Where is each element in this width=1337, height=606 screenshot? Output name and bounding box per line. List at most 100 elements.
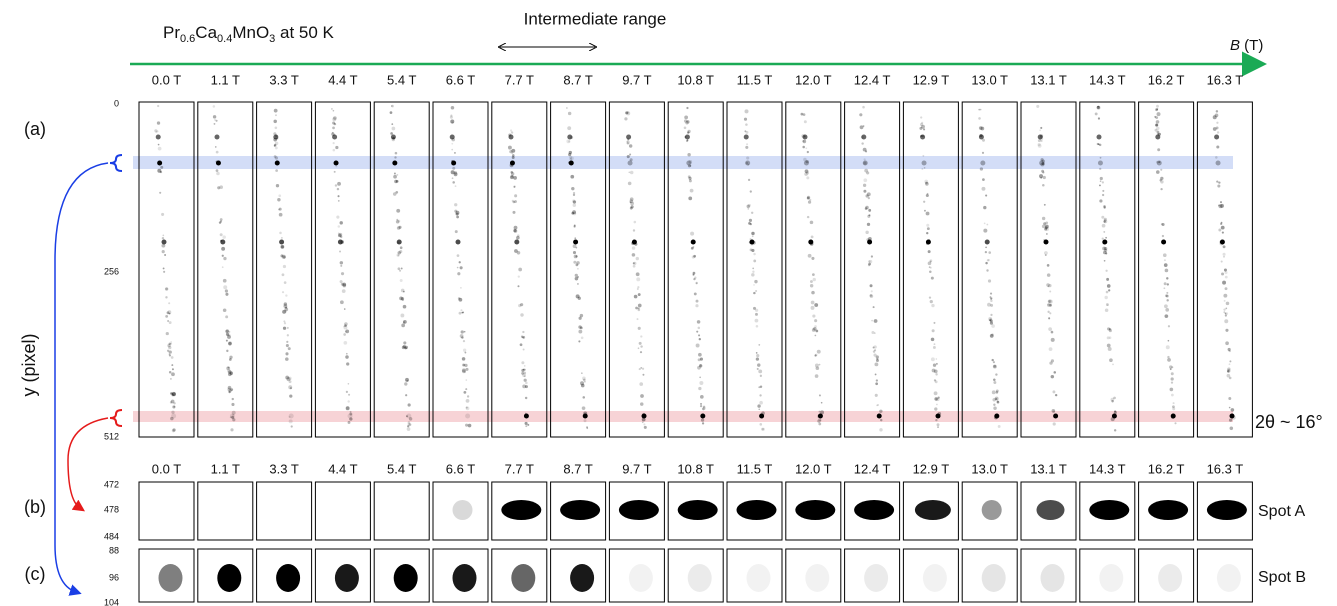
diffraction-dot: [1051, 409, 1056, 413]
diffraction-dot: [458, 297, 463, 302]
diffraction-dot: [1050, 374, 1055, 379]
diffraction-dot: [226, 349, 229, 353]
spot-b: [452, 564, 477, 592]
diffraction-dot: [399, 279, 403, 282]
diffraction-dot: [231, 410, 236, 415]
diffraction-dot: [283, 320, 286, 323]
diffraction-dot: [462, 348, 467, 352]
diffraction-dot: [865, 194, 869, 198]
diffraction-dot: [1216, 180, 1219, 183]
diffraction-dot: [745, 123, 748, 126]
diffraction-dot: [629, 199, 634, 204]
diffraction-dot: [173, 402, 176, 405]
field-label: 12.9 T: [913, 72, 950, 87]
diffraction-dot: [978, 126, 983, 130]
diffraction-dot: [228, 390, 231, 394]
diffraction-dot: [1114, 410, 1117, 413]
diffraction-dot: [339, 261, 344, 265]
diffraction-dot: [818, 394, 821, 396]
diffraction-dot: [232, 418, 236, 422]
sample-title: Pr0.6Ca0.4MnO3 at 50 K: [163, 23, 335, 44]
diffraction-dot: [407, 425, 410, 428]
field-label: 16.3 T: [1207, 461, 1244, 476]
diffraction-dot: [934, 380, 938, 384]
diffraction-dot: [759, 423, 763, 426]
diffraction-dot: [215, 169, 219, 172]
diffraction-dot: [995, 391, 999, 394]
field-label: 13.1 T: [1030, 72, 1067, 87]
diffraction-dot: [344, 324, 347, 327]
diffraction-dot: [987, 302, 991, 307]
diffraction-dot: [880, 418, 883, 422]
diffraction-dot: [1097, 105, 1100, 108]
spot-frame: [1079, 481, 1136, 541]
diffraction-dot: [402, 290, 405, 293]
diffraction-dot: [521, 371, 524, 375]
diffraction-dot: [930, 276, 934, 280]
diffraction-dot: [222, 235, 226, 239]
diffraction-dot: [697, 358, 701, 362]
diffraction-dot: [280, 254, 284, 258]
diffraction-dot: [802, 145, 805, 149]
diffraction-dot: [1216, 131, 1220, 134]
diffraction-dot: [172, 392, 176, 397]
strip-frame: [1020, 101, 1077, 438]
diffraction-dot: [933, 369, 938, 374]
diffraction-dot: [338, 232, 343, 237]
diffraction-dot: [461, 357, 466, 361]
diffraction-dot: [686, 106, 689, 110]
diffraction-dot: [169, 377, 172, 380]
spot-frame: [491, 548, 548, 603]
diffraction-dot: [1156, 170, 1160, 174]
diffraction-dot: [1037, 139, 1041, 143]
diffraction-dot: [868, 262, 871, 266]
spot-b: [864, 564, 889, 592]
diffraction-dot: [1048, 327, 1052, 331]
diffraction-dot: [171, 393, 174, 397]
field-label: 4.4 T: [328, 72, 357, 87]
diffraction-spot: [508, 134, 514, 140]
y-axis-label: y (pixel): [19, 333, 39, 396]
diffraction-dot: [995, 373, 998, 376]
diffraction-dot: [398, 225, 402, 229]
diffraction-dot: [1040, 140, 1043, 143]
diffraction-dot: [1222, 280, 1227, 285]
diffraction-spot: [449, 134, 455, 140]
diffraction-dot: [1161, 234, 1165, 238]
diffraction-dot: [1101, 181, 1104, 184]
diffraction-dot: [1230, 408, 1235, 412]
diffraction-dot: [1156, 107, 1159, 110]
diffraction-dot: [337, 195, 340, 198]
diffraction-dot: [746, 143, 749, 146]
diffraction-dot: [1048, 299, 1053, 304]
diffraction-spot: [876, 413, 882, 419]
spot-frame: [961, 481, 1018, 541]
diffraction-dot: [1047, 303, 1051, 308]
field-label: 3.3 T: [269, 461, 298, 476]
diffraction-dot: [1040, 177, 1043, 179]
diffraction-dot: [401, 345, 406, 350]
diffraction-spot: [157, 160, 163, 166]
diffraction-dot: [453, 172, 458, 177]
diffraction-dot: [1041, 162, 1045, 166]
diffraction-dot: [1165, 308, 1170, 312]
diffraction-dot: [749, 222, 752, 226]
spot-frame: [432, 548, 489, 603]
diffraction-dot: [168, 342, 171, 345]
spot-a: [854, 500, 895, 520]
diffraction-dot: [406, 379, 409, 382]
diffraction-dot: [872, 306, 875, 309]
diffraction-dot: [1160, 187, 1163, 191]
strip-frame: [432, 101, 489, 438]
diffraction-dot: [227, 334, 231, 339]
diffraction-dot: [164, 287, 169, 291]
diffraction-dot: [626, 142, 630, 145]
diffraction-dot: [1046, 264, 1050, 267]
diffraction-spot: [582, 413, 588, 419]
diffraction-dot: [1221, 231, 1224, 234]
diffraction-dot: [933, 379, 937, 382]
diffraction-dot: [273, 119, 277, 124]
diffraction-dot: [332, 121, 336, 125]
diffraction-dot: [580, 326, 583, 330]
diffraction-dot: [864, 168, 869, 173]
